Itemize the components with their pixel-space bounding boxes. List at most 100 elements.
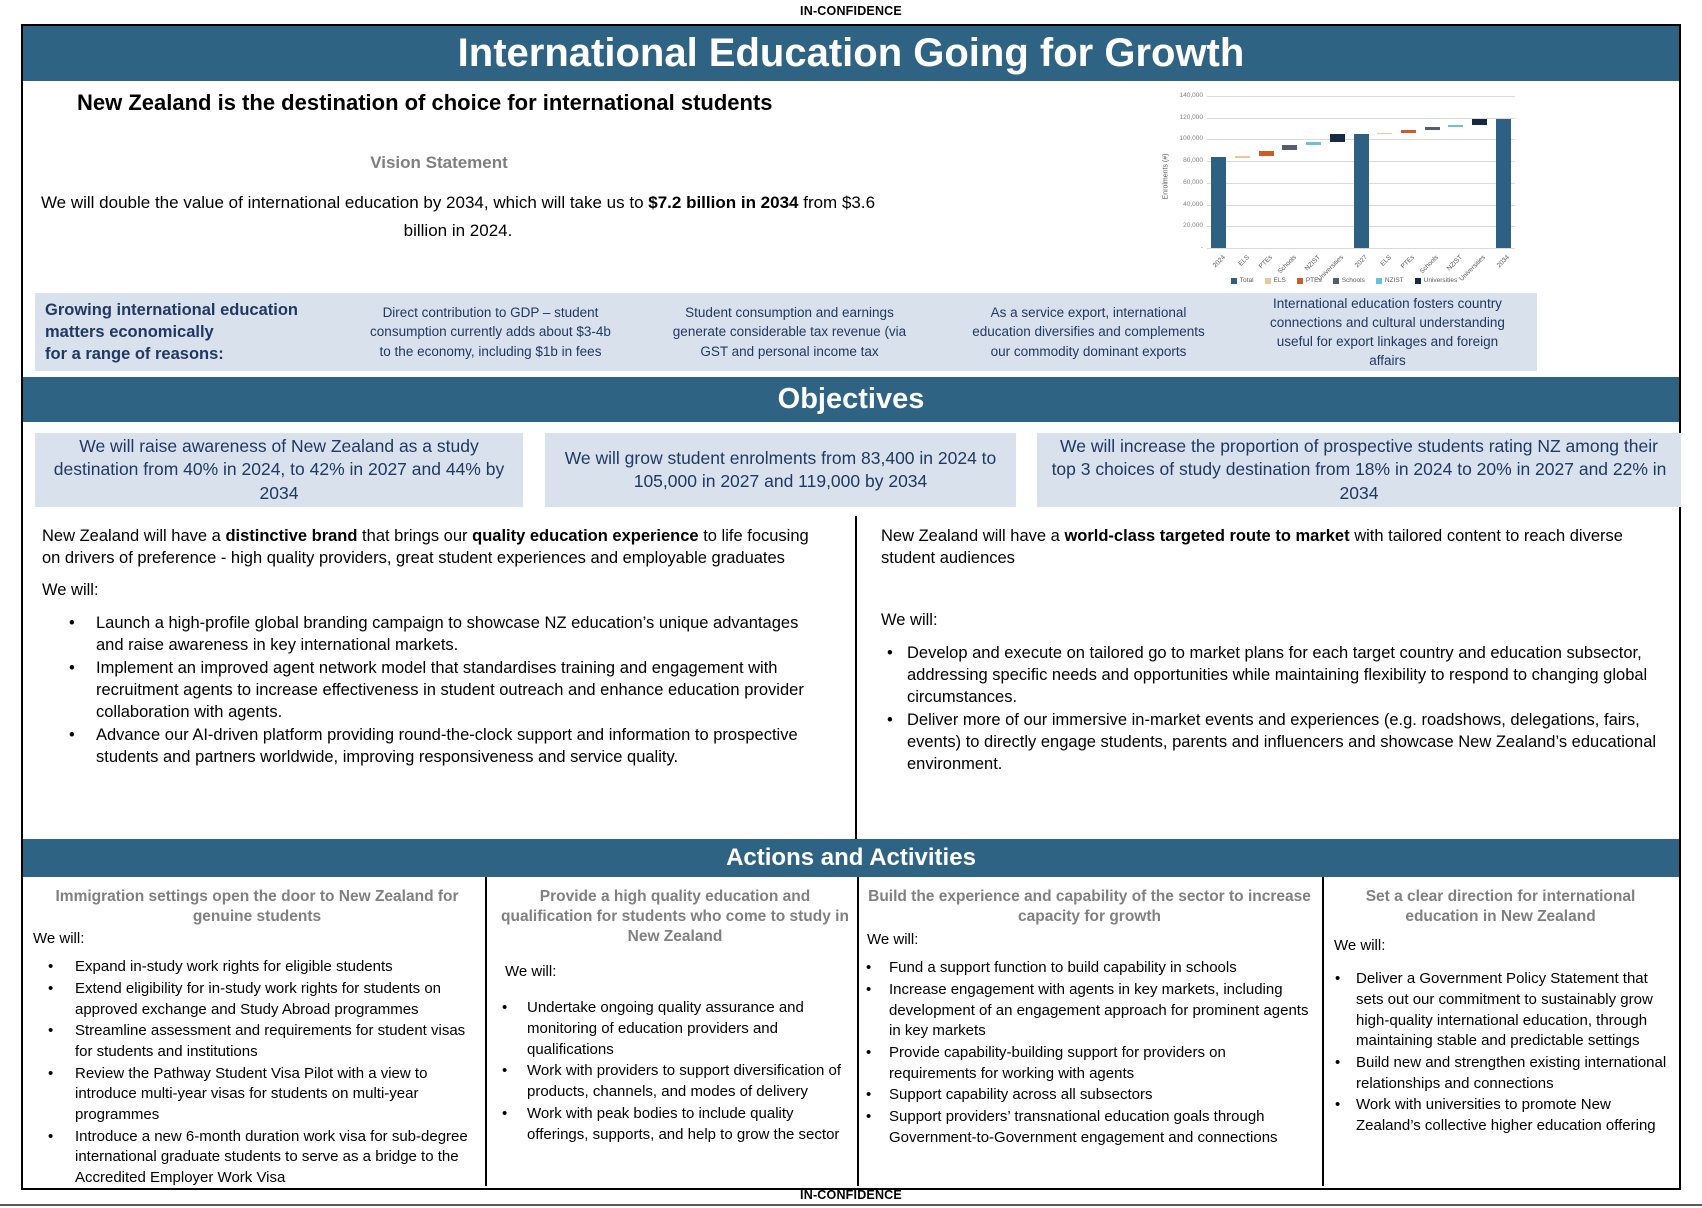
intro-heading: New Zealand is the destination of choice… xyxy=(77,90,773,115)
y-tick-label: 140,000 xyxy=(1179,92,1204,99)
bullet-text: Increase engagement with agents in key m… xyxy=(889,980,1309,1040)
bullet-dot: • xyxy=(69,613,75,632)
legend-item: Schools xyxy=(1332,277,1365,284)
strategy-route-to-market-column: New Zealand will have a world-class targ… xyxy=(857,516,1679,839)
bullet-text: Develop and execute on tailored go to ma… xyxy=(907,643,1648,706)
bullet-item: • Deliver a Government Policy Statement t… xyxy=(1330,969,1671,1052)
x-tick-label: ELS xyxy=(1236,254,1251,268)
bullet-dot: • xyxy=(866,959,872,977)
y-tick-label: 60,000 xyxy=(1183,178,1203,186)
actions-column-heading: Set a clear direction for international … xyxy=(1365,888,1636,926)
chart-bar-universities xyxy=(1471,118,1487,126)
economic-item: As a service export, international educa… xyxy=(972,305,1205,359)
bullet-item: • Support providers’ transnational educat… xyxy=(863,1107,1316,1148)
legend-item: ELS xyxy=(1264,277,1286,284)
chart-plot: 2024 ELS PTEs Schools NZIST Universities 2027 E… xyxy=(1207,96,1515,283)
bullet-text: Fund a support function to build capabil… xyxy=(889,959,1237,977)
chart-bar-2034 xyxy=(1495,118,1511,248)
legend-label: Total xyxy=(1239,277,1254,284)
bullet-text: Introduce a new 6-month duration work vi… xyxy=(75,1127,468,1186)
actions-bullet-list: • Deliver a Government Policy Statement t… xyxy=(1330,969,1671,1137)
legend-swatch xyxy=(1296,277,1303,284)
legend-label: NZIST xyxy=(1384,277,1404,284)
x-tick-label: PTEs xyxy=(1400,254,1417,271)
legend-item: NZIST xyxy=(1375,277,1404,284)
bullet-text: Deliver a Government Policy Statement th… xyxy=(1356,970,1653,1050)
actions-column-quality: Provide a high quality education and qua… xyxy=(485,877,857,1186)
bullet-dot: • xyxy=(1335,970,1341,988)
x-tick-label: PTEs xyxy=(1257,254,1275,271)
economic-item: International education fosters country … xyxy=(1270,295,1505,369)
bullet-dot: • xyxy=(866,1108,872,1126)
bullet-item: • Expand in-study work rights for eligibl… xyxy=(33,957,481,978)
bullet-dot: • xyxy=(502,1104,508,1122)
bullet-dot: • xyxy=(502,1062,508,1080)
legend-item: Universities xyxy=(1414,277,1458,284)
objective-box-awareness: We will raise awareness of New Zealand a… xyxy=(35,433,523,507)
legend-swatch xyxy=(1332,277,1339,284)
strategy-intro: New Zealand will have a world-class targ… xyxy=(881,525,1659,570)
bullet-item: • Work with universities to promote New Z… xyxy=(1330,1095,1671,1136)
legend-swatch xyxy=(1414,277,1421,284)
bullet-item: • Extend eligibility for in-study work ri… xyxy=(33,979,481,1020)
y-tick-label: 100,000 xyxy=(1179,135,1204,143)
bullet-item: • Provide capability-building support for… xyxy=(863,1043,1316,1084)
we-will-label: We will: xyxy=(33,930,85,948)
objectives-header: Objectives xyxy=(23,377,1679,422)
legend-item: Total xyxy=(1230,277,1254,284)
actions-header: Actions and Activities xyxy=(23,839,1679,877)
chart-bar-ptes xyxy=(1400,130,1416,133)
bullet-dot: • xyxy=(887,710,893,729)
y-tick-label: 80,000 xyxy=(1183,157,1203,165)
text-segment: from $3.6 billion in 2024. xyxy=(403,193,876,241)
strategy-intro: New Zealand will have a distinctive bran… xyxy=(42,525,825,570)
bullet-dot: • xyxy=(866,980,872,998)
bullet-item: • Build new and strengthen existing inter… xyxy=(1330,1053,1671,1094)
bullet-item: • Review the Pathway Student Visa Pilot w… xyxy=(33,1064,481,1126)
x-tick-label: Schools xyxy=(1418,254,1441,276)
bullet-dot: • xyxy=(69,658,75,677)
bullet-dot: • xyxy=(887,643,893,662)
bullet-item: • Advance our AI-driven platform providin… xyxy=(42,725,825,769)
bullet-item: • Work with providers to support diversif… xyxy=(499,1061,851,1102)
strategy-section: New Zealand will have a distinctive bran… xyxy=(23,516,1679,839)
bullet-dot: • xyxy=(502,999,508,1017)
gridline xyxy=(1207,117,1515,119)
vision-statement-label: Vision Statement xyxy=(370,153,508,172)
text-segment: New Zealand will have a xyxy=(42,527,226,545)
vision-statement-text: We will double the value of internationa… xyxy=(23,189,893,245)
intro-section: New Zealand is the destination of choice… xyxy=(23,81,1679,293)
enrolments-chart: Enrolments (#) 2024 ELS PTEs Schools NZIST Un… xyxy=(1129,85,1559,293)
bullet-dot: • xyxy=(48,1022,54,1040)
bullet-item: • Undertake ongoing quality assurance and… xyxy=(499,998,851,1060)
bullet-text: Undertake ongoing quality assurance and … xyxy=(527,999,804,1058)
bullet-dot: • xyxy=(866,1044,872,1062)
bullet-item: • Develop and execute on tailored go to m… xyxy=(881,643,1659,709)
page-title: International Education Going for Growth xyxy=(23,26,1679,81)
x-tick-label: 2024 xyxy=(1211,254,1227,270)
we-will-label: We will: xyxy=(1334,937,1386,955)
bullet-item: • Fund a support function to build capabi… xyxy=(863,958,1316,979)
we-will-label: We will: xyxy=(881,610,938,629)
classification-bottom: IN-CONFIDENCE xyxy=(800,1188,902,1202)
x-tick-label: 2034 xyxy=(1495,254,1512,270)
bullet-item: • Deliver more of our immersive in-market… xyxy=(881,710,1659,776)
actions-column-heading: Immigration settings open the door to Ne… xyxy=(55,888,459,926)
objective-box-top3: We will increase the proportion of prosp… xyxy=(1037,433,1681,507)
bullet-item: • Launch a high-profile global branding c… xyxy=(42,613,825,657)
bullet-dot: • xyxy=(69,725,75,744)
economic-item: Direct contribution to GDP – student con… xyxy=(370,305,611,359)
y-tick-label: - xyxy=(1200,244,1203,251)
objective-box-enrolments: We will grow student enrolments from 83,… xyxy=(545,433,1016,507)
bullet-text: Support providers’ transnational educati… xyxy=(889,1108,1278,1146)
legend-label: Universities xyxy=(1423,277,1458,284)
bullet-dot: • xyxy=(866,1086,872,1104)
strategy-brand-column: New Zealand will have a distinctive bran… xyxy=(23,516,857,839)
bullet-text: Streamline assessment and requirements f… xyxy=(75,1022,466,1061)
actions-bullet-list: • Fund a support function to build capabi… xyxy=(863,958,1316,1148)
strategy-bullet-list: • Develop and execute on tailored go to m… xyxy=(881,643,1659,776)
legend-label: ELS xyxy=(1273,277,1286,284)
chart-bar-nzist xyxy=(1448,125,1464,127)
text-segment: with tailored content to reach diverse s… xyxy=(881,527,1623,568)
text-segment: $7.2 billion in 2034 xyxy=(648,193,799,212)
